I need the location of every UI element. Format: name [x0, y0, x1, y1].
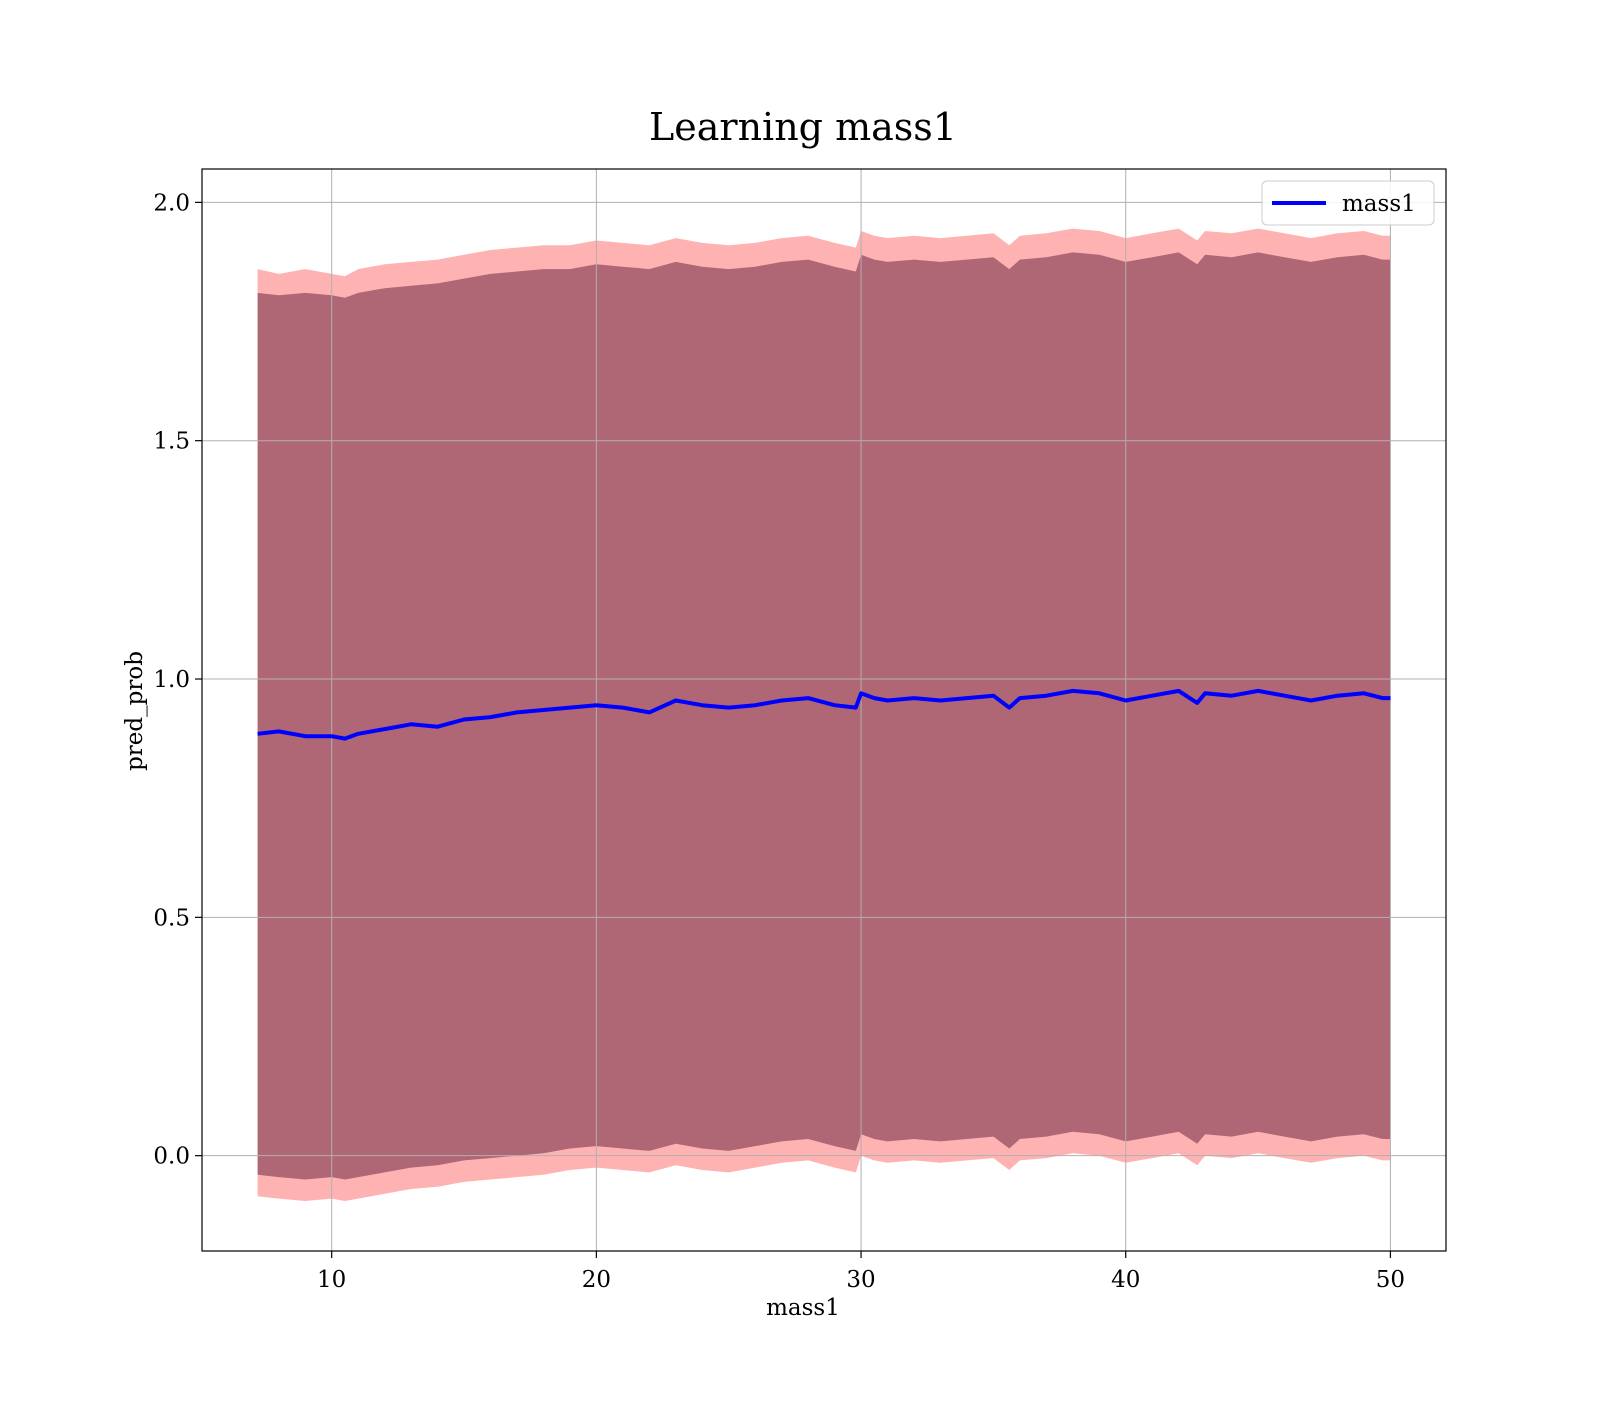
chart-title: Learning mass1: [649, 105, 957, 149]
axes-frame: [201, 168, 1447, 1252]
x-tick-label-2: 20: [582, 1267, 611, 1293]
x-tick-label-5: 50: [1376, 1267, 1405, 1293]
legend-label-mass1: mass1: [1342, 191, 1416, 217]
plot-area: 10 20 30 40 50 0.0 0.5 1.0 1.5 2.0 mass1: [153, 168, 1447, 1293]
series-line-1: [257, 688, 1391, 741]
y-tick-label-5: 2.0: [153, 190, 190, 216]
x-tick-label-4: 40: [1111, 1267, 1140, 1293]
x-tick-label-3: 30: [846, 1267, 875, 1293]
y-axis-label: pred_prob: [122, 651, 148, 771]
y-tick-label-2: 0.5: [153, 905, 190, 931]
y-tick-label-3: 1.0: [153, 667, 190, 693]
band-area-2: [257, 252, 1391, 1180]
legend-box: [1261, 180, 1435, 226]
y-tick-label-4: 1.5: [153, 429, 190, 455]
x-tick-label-1: 10: [317, 1267, 346, 1293]
x-axis-label: mass1: [766, 1295, 840, 1321]
y-tick-label-1: 0.0: [153, 1144, 190, 1170]
